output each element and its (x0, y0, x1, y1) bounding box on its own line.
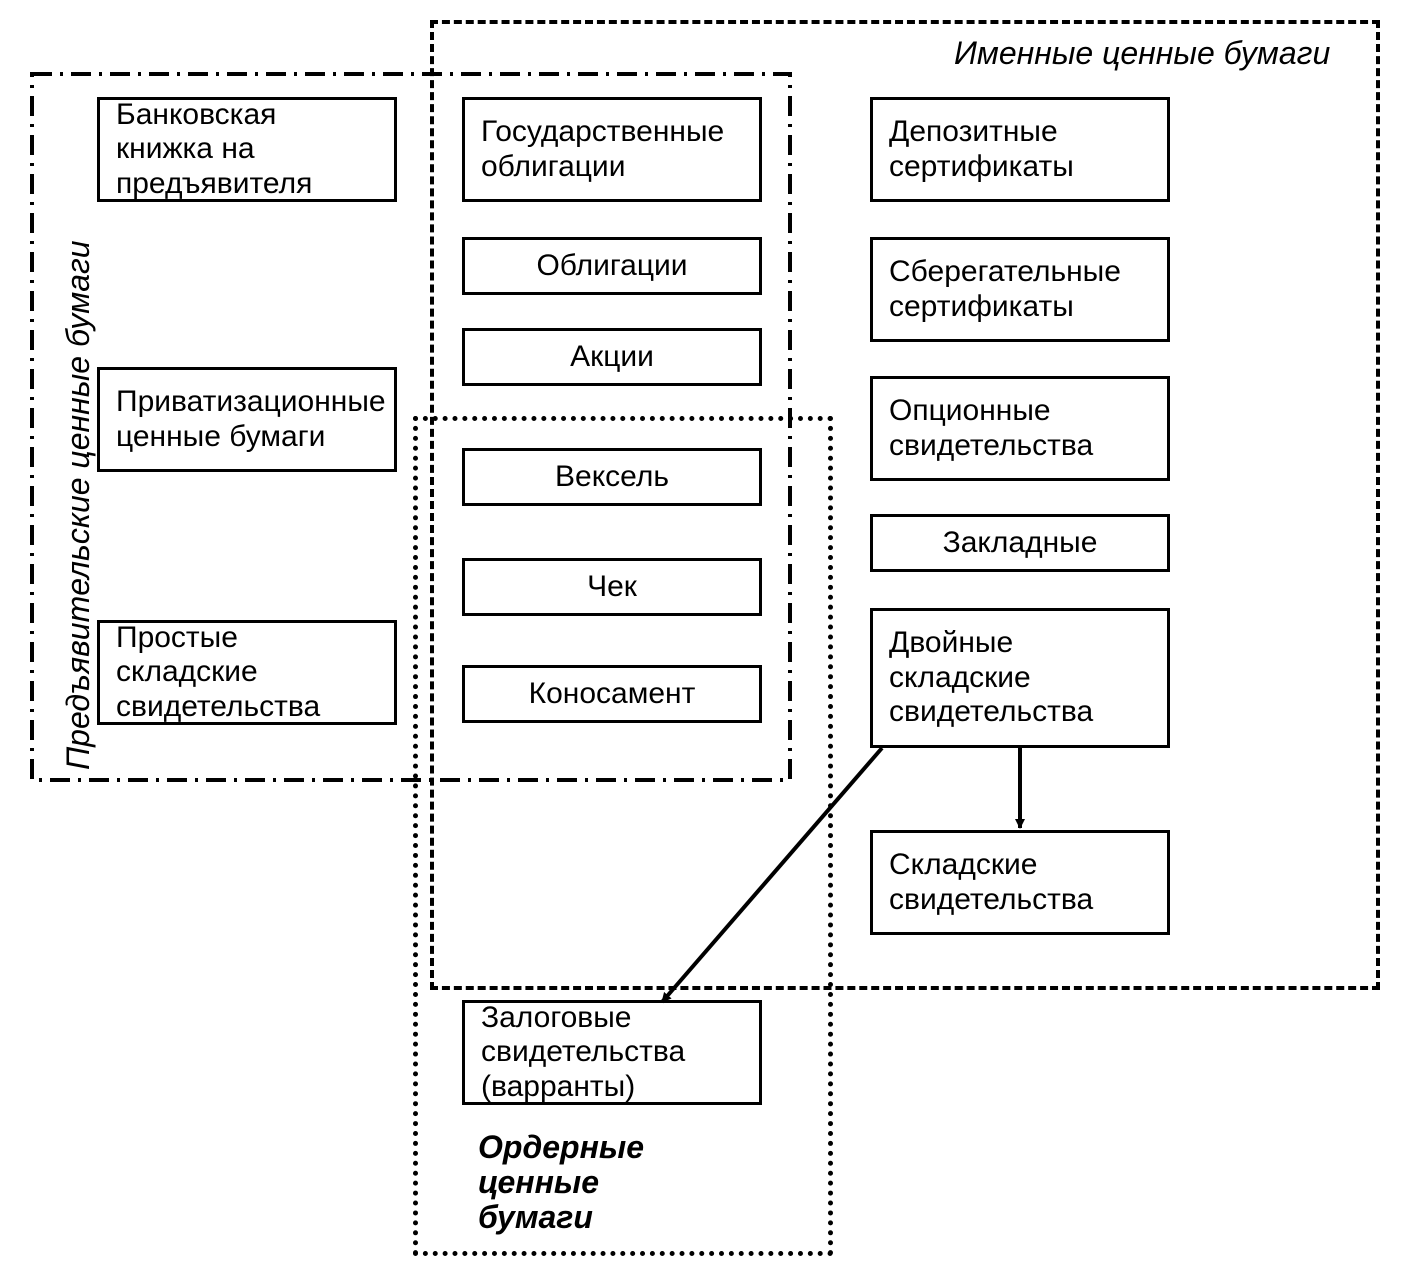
group-order-title: Ордерныеценныебумаги (478, 1130, 644, 1236)
node-bill: Вексель (462, 448, 762, 506)
node-bank-book: Банковская книжка на предъявителя (97, 97, 397, 202)
node-double-warehouse: Двойные складские свидетельства (870, 608, 1170, 748)
node-cheque: Чек (462, 558, 762, 616)
node-shares: Акции (462, 328, 762, 386)
group-bearer-title: Предъявительские ценные бумаги (60, 240, 97, 770)
node-warehouse-cert: Складские свидетельства (870, 830, 1170, 935)
node-savings-cert: Сберегательные сертификаты (870, 237, 1170, 342)
diagram-canvas: Предъявительские ценные бумаги Именные ц… (0, 0, 1407, 1280)
node-simple-warehouse: Простые складские свидетельства (97, 620, 397, 725)
node-deposit-cert: Депозитные сертификаты (870, 97, 1170, 202)
node-warrant: Залоговые свидетельства (варранты) (462, 1000, 762, 1105)
group-registered-title: Именные ценные бумаги (948, 36, 1336, 71)
node-gov-bonds: Государственные облигации (462, 97, 762, 202)
node-bonds: Облигации (462, 237, 762, 295)
node-option-cert: Опционные свидетельства (870, 376, 1170, 481)
node-privatization: Приватизационные ценные бумаги (97, 367, 397, 472)
node-konosament: Коносамент (462, 665, 762, 723)
node-mortgage: Закладные (870, 514, 1170, 572)
